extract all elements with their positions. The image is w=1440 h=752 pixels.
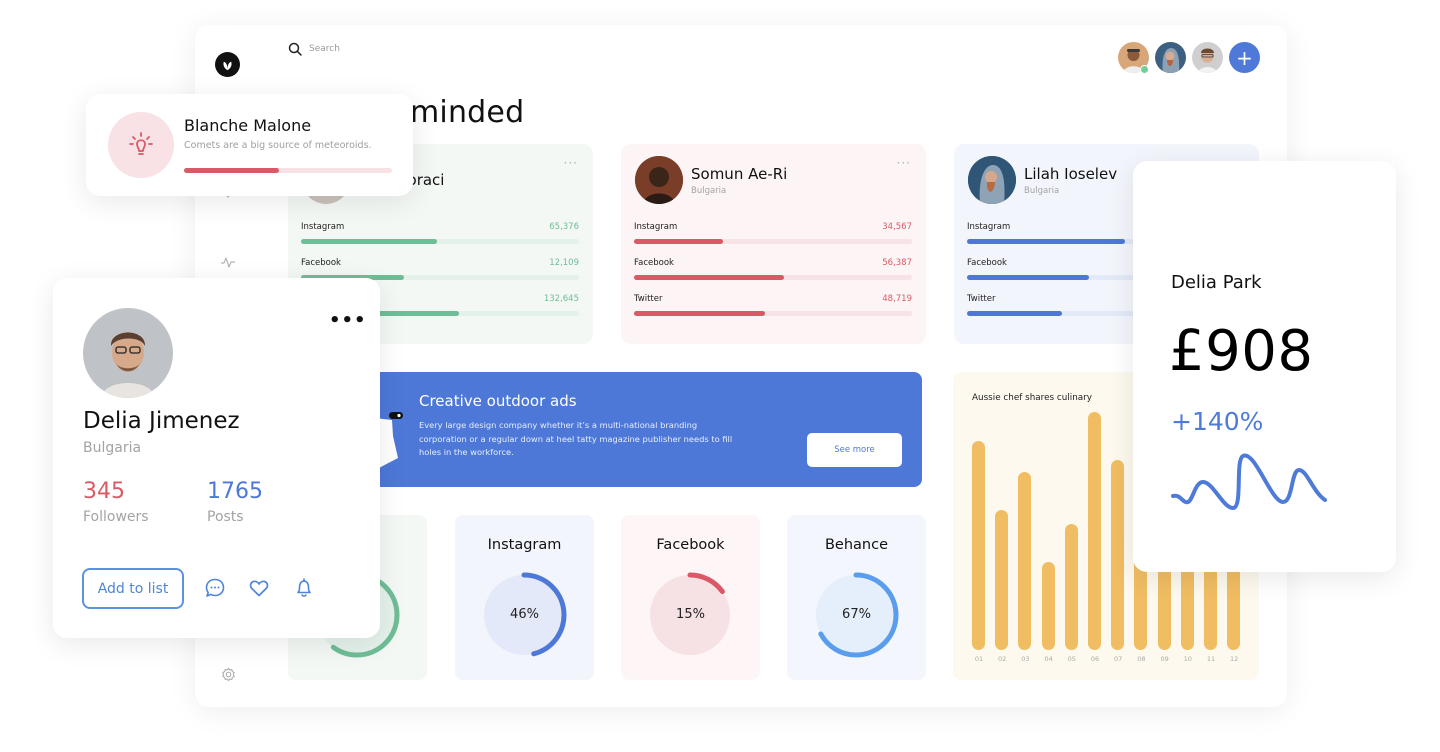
profile-avatar [83, 308, 173, 398]
team-avatar-2[interactable] [1155, 42, 1186, 73]
ring-card-instagram: Instagram 46% [455, 515, 594, 680]
stat-instagram: Instagram [967, 222, 1245, 244]
heart-icon[interactable] [248, 577, 270, 599]
ring-card-behance: Behance 67% [787, 515, 926, 680]
chart-x-label: 04 [1044, 655, 1053, 663]
chart-bar [1111, 459, 1125, 650]
notification-progress [184, 168, 392, 173]
earnings-card: Delia Park £908 +140% [1133, 161, 1396, 572]
chart-x-label: 07 [1114, 655, 1123, 663]
page-title: minded [410, 95, 525, 130]
ring-value: 15% [676, 607, 705, 622]
chart-bar [995, 509, 1009, 650]
chart-x-label: 03 [1021, 655, 1030, 663]
chart-x-label: 11 [1206, 655, 1216, 663]
stat-twitter: Twitter [967, 294, 1245, 316]
progress-ring [813, 572, 899, 658]
notification-card: Blanche Malone Comets are a big source o… [86, 94, 413, 196]
progress-ring [481, 572, 567, 658]
followers-count: 345 [83, 479, 125, 504]
ring-title: Behance [824, 537, 889, 553]
profile-card: ••• Delia Jimenez Bulgaria 345 Followers… [53, 278, 380, 638]
chart-x-label: 09 [1160, 655, 1169, 663]
notification-text: Comets are a big source of meteoroids. [184, 140, 372, 151]
person-name: Somun Ae-Ri [691, 164, 788, 183]
chart-x-label: 05 [1067, 655, 1076, 663]
app-logo[interactable] [215, 52, 240, 77]
chart-x-label: 06 [1090, 655, 1100, 663]
more-options-icon[interactable]: ••• [329, 310, 367, 331]
notification-name: Blanche Malone [184, 116, 312, 135]
search-input[interactable]: Search [309, 44, 340, 54]
add-to-list-button[interactable]: Add to list [82, 568, 184, 609]
add-member-button[interactable]: + [1229, 42, 1260, 73]
profile-name: Delia Jimenez [83, 408, 240, 434]
sidebar-settings-icon[interactable] [219, 665, 237, 683]
lightbulb-icon [108, 112, 174, 178]
stat-facebook: Facebook [967, 258, 1245, 280]
ring-title: Instagram [487, 537, 562, 553]
person-country: Bulgaria [1024, 185, 1060, 196]
person-avatar [968, 156, 1016, 204]
see-more-button[interactable]: See more [807, 433, 902, 467]
earnings-name: Delia Park [1171, 272, 1262, 293]
chart-x-label: 08 [1137, 655, 1146, 663]
team-avatars: + [1118, 42, 1260, 73]
more-options-icon[interactable]: ··· [896, 156, 911, 170]
chart-bar [1018, 471, 1032, 650]
team-avatar-3[interactable] [1192, 42, 1223, 73]
bell-icon[interactable] [293, 577, 315, 599]
person-country: Bulgaria [691, 185, 727, 196]
posts-count: 1765 [207, 479, 263, 504]
profile-country: Bulgaria [83, 440, 142, 456]
chat-icon[interactable] [204, 577, 226, 599]
banner-text: Every large design company whether it’s … [419, 420, 733, 457]
chart-x-label: 10 [1183, 655, 1192, 663]
search-icon [288, 42, 302, 56]
chart-x-label: 02 [998, 655, 1007, 663]
chart-x-axis: 01 02 03 04 05 06 07 08 09 10 11 12 [972, 655, 1242, 665]
sidebar-activity-icon[interactable] [219, 253, 237, 271]
earnings-avatar [1171, 200, 1228, 257]
chart-x-label: 01 [974, 655, 984, 663]
chart-title: Aussie chef shares culinary [972, 393, 1092, 403]
person-name: Lilah Ioselev [1024, 164, 1118, 183]
chart-x-label: 12 [1230, 655, 1239, 663]
search-bar[interactable]: Search [288, 42, 340, 56]
person-avatar [635, 156, 683, 204]
person-card-2: ··· Somun Ae-Ri Bulgaria Instagram 34,567… [621, 144, 926, 344]
chart-bar [1041, 561, 1055, 650]
stat-twitter: 132,645 [301, 294, 579, 316]
online-status-dot [1140, 65, 1149, 74]
followers-label: Followers [83, 509, 149, 525]
stat-instagram: Instagram 65,376 [301, 222, 579, 244]
stat-facebook: Facebook 56,387 [634, 258, 912, 280]
banner-title: Creative outdoor ads [419, 392, 577, 410]
stat-twitter: Twitter 48,719 [634, 294, 912, 316]
dashboard-window: Search + minded ··· [195, 25, 1287, 707]
trend-sparkline [1171, 453, 1327, 510]
chart-bar [972, 440, 985, 650]
posts-label: Posts [207, 509, 244, 525]
ring-title: Facebook [656, 537, 725, 553]
earnings-change: +140% [1171, 407, 1264, 436]
earnings-amount: £908 [1169, 319, 1314, 384]
chart-bar [1088, 412, 1101, 650]
progress-ring [647, 572, 733, 658]
ring-card-facebook: Facebook 15% [621, 515, 760, 680]
leaf-icon [223, 61, 232, 71]
megaphone-illustration [375, 412, 403, 470]
more-options-icon[interactable]: ··· [563, 156, 578, 170]
ring-value: 67% [842, 607, 871, 622]
chart-bar [1064, 523, 1078, 650]
stat-instagram: Instagram 34,567 [634, 222, 912, 244]
stat-facebook: Facebook 12,109 [301, 258, 579, 280]
ring-value: 46% [510, 607, 539, 622]
promo-banner: Creative outdoor ads Every large design … [345, 372, 922, 487]
